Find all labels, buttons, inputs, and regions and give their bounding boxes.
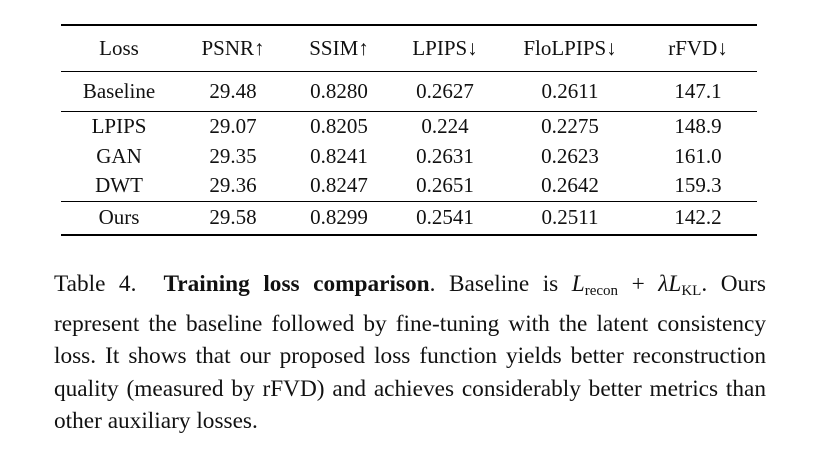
header-psnr: PSNR↑ xyxy=(201,35,265,60)
cell-rfvd: 147.1 xyxy=(674,78,722,103)
cell-psnr: 29.58 xyxy=(209,205,257,230)
table-row-lpips: LPIPS 29.07 0.8205 0.224 0.2275 148.9 xyxy=(61,111,757,141)
cell-loss: Ours xyxy=(98,205,140,230)
cell-psnr: 29.36 xyxy=(209,173,257,198)
cell-lpips: 0.224 xyxy=(421,113,469,138)
table-header-row: Loss PSNR↑ SSIM↑ LPIPS↓ FloLPIPS↓ rFVD↓ xyxy=(61,25,757,71)
header-ssim: SSIM↑ xyxy=(309,35,369,60)
header-loss: Loss xyxy=(99,35,139,60)
formula-l-kl: L xyxy=(668,271,682,297)
header-lpips: LPIPS↓ xyxy=(412,35,478,60)
header-rfvd: rFVD↓ xyxy=(668,35,728,60)
table-row-ours: Ours 29.58 0.8299 0.2541 0.2511 142.2 xyxy=(61,201,757,235)
caption-body: Ours represent the baseline followed by … xyxy=(54,271,766,434)
formula-plus: + xyxy=(618,271,659,297)
cell-psnr: 29.07 xyxy=(209,113,257,138)
cell-rfvd: 159.3 xyxy=(674,173,722,198)
cell-lpips: 0.2651 xyxy=(416,173,474,198)
table-row-gan: GAN 29.35 0.8241 0.2631 0.2623 161.0 xyxy=(61,141,757,171)
table-row-baseline: Baseline 29.48 0.8280 0.2627 0.2611 147.… xyxy=(61,71,757,111)
cell-ssim: 0.8299 xyxy=(310,205,368,230)
cell-flolpips: 0.2642 xyxy=(541,173,599,198)
cell-rfvd: 161.0 xyxy=(674,143,722,168)
cell-psnr: 29.35 xyxy=(209,143,257,168)
formula-period: . xyxy=(701,271,708,297)
formula-l-recon: L xyxy=(571,271,585,297)
cell-loss: DWT xyxy=(95,173,143,198)
cell-flolpips: 0.2511 xyxy=(541,205,599,230)
cell-rfvd: 148.9 xyxy=(674,113,722,138)
caption-label: Table 4. xyxy=(54,271,137,297)
cell-lpips: 0.2541 xyxy=(416,205,474,230)
table-caption: Table 4. Training loss comparison. Basel… xyxy=(54,268,766,438)
table-row-dwt: DWT 29.36 0.8247 0.2651 0.2642 159.3 xyxy=(61,171,757,201)
cell-lpips: 0.2627 xyxy=(416,78,474,103)
results-table-container: Loss PSNR↑ SSIM↑ LPIPS↓ FloLPIPS↓ rFVD↓ … xyxy=(61,24,757,236)
cell-rfvd: 142.2 xyxy=(674,205,722,230)
cell-ssim: 0.8280 xyxy=(310,78,368,103)
cell-flolpips: 0.2275 xyxy=(541,113,599,138)
cell-loss: LPIPS xyxy=(91,113,147,138)
cell-loss: GAN xyxy=(96,143,142,168)
formula-sub-recon: recon xyxy=(584,283,619,299)
cell-ssim: 0.8241 xyxy=(310,143,368,168)
caption-lead: . Baseline is xyxy=(429,271,572,297)
cell-lpips: 0.2631 xyxy=(416,143,474,168)
training-loss-table: Loss PSNR↑ SSIM↑ LPIPS↓ FloLPIPS↓ rFVD↓ … xyxy=(61,24,757,236)
cell-loss: Baseline xyxy=(82,78,156,103)
cell-ssim: 0.8247 xyxy=(310,173,368,198)
cell-flolpips: 0.2623 xyxy=(541,143,599,168)
caption-title: Training loss comparison xyxy=(163,271,430,297)
cell-psnr: 29.48 xyxy=(209,78,257,103)
cell-flolpips: 0.2611 xyxy=(541,78,599,103)
formula-sub-kl: KL xyxy=(681,283,702,299)
header-flolpips: FloLPIPS↓ xyxy=(523,35,617,60)
formula-lambda: λ xyxy=(658,271,669,297)
cell-ssim: 0.8205 xyxy=(310,113,368,138)
